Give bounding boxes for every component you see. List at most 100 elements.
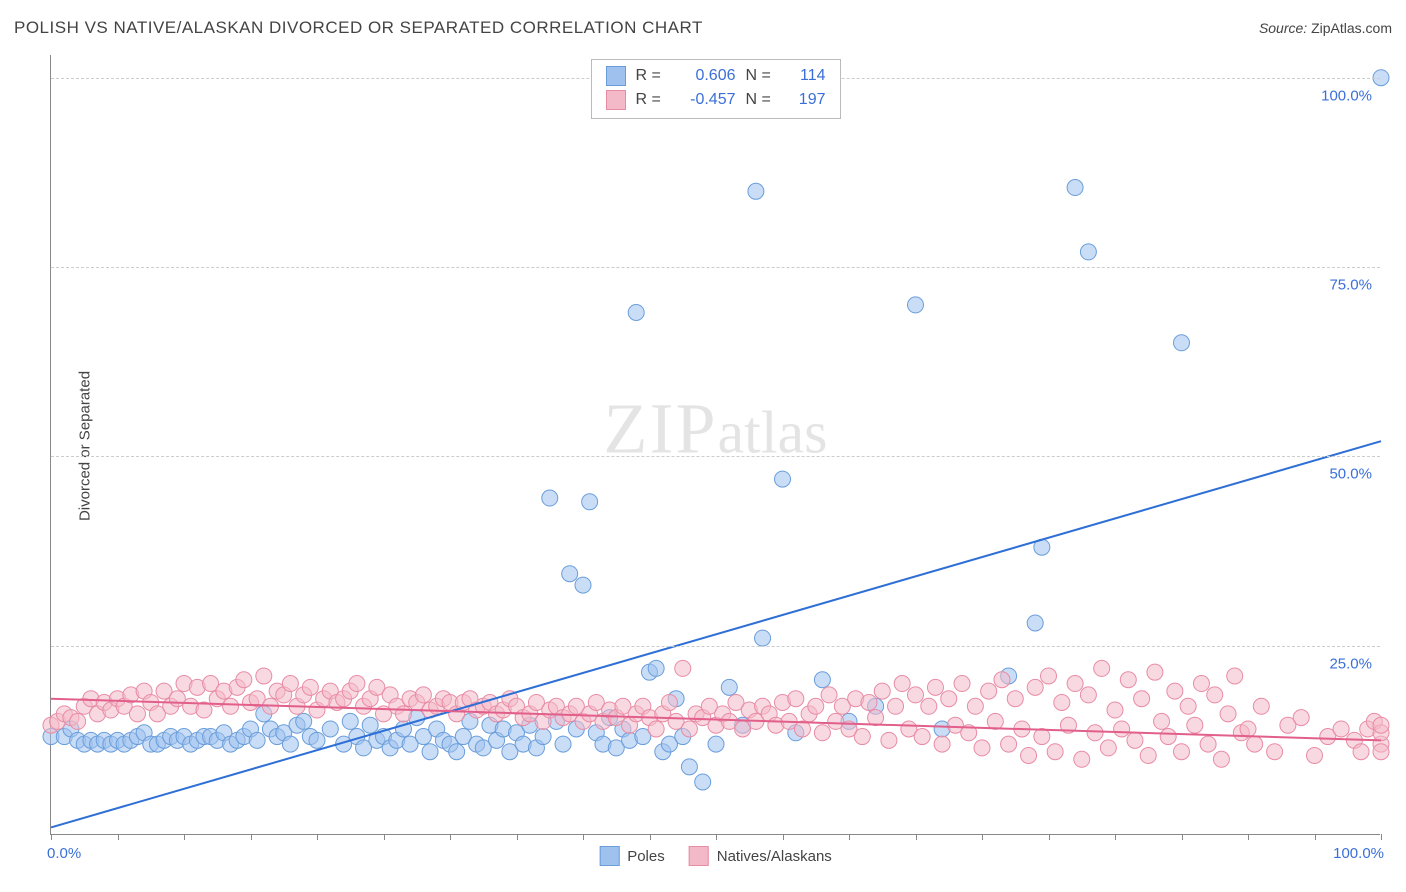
data-point bbox=[1047, 744, 1063, 760]
data-point bbox=[1174, 335, 1190, 351]
data-point bbox=[695, 774, 711, 790]
data-point bbox=[542, 490, 558, 506]
series-legend: Poles Natives/Alaskans bbox=[599, 846, 832, 866]
data-point bbox=[1134, 691, 1150, 707]
data-point bbox=[788, 691, 804, 707]
data-point bbox=[236, 672, 252, 688]
r-value-poles: 0.606 bbox=[676, 64, 736, 88]
data-point bbox=[1307, 747, 1323, 763]
correlation-legend: R = 0.606 N = 114 R = -0.457 N = 197 bbox=[591, 59, 841, 119]
data-point bbox=[1114, 721, 1130, 737]
data-point bbox=[648, 721, 664, 737]
data-point bbox=[814, 725, 830, 741]
data-point bbox=[1034, 729, 1050, 745]
data-point bbox=[1174, 744, 1190, 760]
data-point bbox=[1227, 668, 1243, 684]
data-point bbox=[908, 297, 924, 313]
n-value-poles: 114 bbox=[786, 64, 826, 88]
data-point bbox=[1180, 698, 1196, 714]
data-point bbox=[422, 744, 438, 760]
n-label: N = bbox=[746, 64, 776, 88]
x-axis-min-label: 0.0% bbox=[47, 845, 81, 862]
data-point bbox=[681, 759, 697, 775]
y-tick-label: 50.0% bbox=[1329, 466, 1372, 483]
data-point bbox=[322, 721, 338, 737]
data-point bbox=[1187, 717, 1203, 733]
data-point bbox=[342, 713, 358, 729]
data-point bbox=[954, 676, 970, 692]
data-point bbox=[808, 698, 824, 714]
source-value: ZipAtlas.com bbox=[1311, 20, 1392, 36]
data-point bbox=[1247, 736, 1263, 752]
data-point bbox=[555, 736, 571, 752]
data-point bbox=[1154, 713, 1170, 729]
data-point bbox=[921, 698, 937, 714]
data-point bbox=[894, 676, 910, 692]
data-point bbox=[888, 698, 904, 714]
data-point bbox=[1067, 180, 1083, 196]
data-point bbox=[1293, 710, 1309, 726]
data-point bbox=[881, 732, 897, 748]
data-point bbox=[868, 710, 884, 726]
data-point bbox=[874, 683, 890, 699]
data-point bbox=[575, 577, 591, 593]
data-point bbox=[1240, 721, 1256, 737]
legend-item-natives: Natives/Alaskans bbox=[689, 846, 832, 866]
data-point bbox=[309, 732, 325, 748]
data-point bbox=[562, 566, 578, 582]
n-value-natives: 197 bbox=[786, 88, 826, 112]
data-point bbox=[1373, 717, 1389, 733]
chart-title: POLISH VS NATIVE/ALASKAN DIVORCED OR SEP… bbox=[14, 18, 703, 38]
trend-line bbox=[51, 441, 1381, 827]
data-point bbox=[1027, 615, 1043, 631]
data-point bbox=[755, 630, 771, 646]
data-point bbox=[1333, 721, 1349, 737]
data-point bbox=[1021, 747, 1037, 763]
n-label: N = bbox=[746, 88, 776, 112]
data-point bbox=[395, 706, 411, 722]
data-point bbox=[748, 183, 764, 199]
source-credit: Source: ZipAtlas.com bbox=[1259, 20, 1392, 36]
legend-row-poles: R = 0.606 N = 114 bbox=[606, 64, 826, 88]
data-point bbox=[648, 660, 664, 676]
data-point bbox=[675, 660, 691, 676]
source-label: Source: bbox=[1259, 20, 1307, 36]
data-point bbox=[1160, 729, 1176, 745]
data-point bbox=[1140, 747, 1156, 763]
data-point bbox=[981, 683, 997, 699]
data-point bbox=[934, 736, 950, 752]
data-point bbox=[223, 698, 239, 714]
r-label: R = bbox=[636, 64, 666, 88]
data-point bbox=[1074, 751, 1090, 767]
r-value-natives: -0.457 bbox=[676, 88, 736, 112]
data-point bbox=[1220, 706, 1236, 722]
data-point bbox=[1353, 744, 1369, 760]
data-point bbox=[721, 679, 737, 695]
data-point bbox=[282, 736, 298, 752]
swatch-natives-icon bbox=[689, 846, 709, 866]
data-point bbox=[1041, 668, 1057, 684]
data-point bbox=[282, 676, 298, 692]
chart-plot-area: ZIPatlas R = 0.606 N = 114 R = -0.457 N … bbox=[50, 55, 1380, 835]
data-point bbox=[908, 687, 924, 703]
data-point bbox=[302, 679, 318, 695]
data-point bbox=[256, 668, 272, 684]
data-point bbox=[1120, 672, 1136, 688]
data-point bbox=[814, 672, 830, 688]
swatch-poles bbox=[606, 66, 626, 86]
data-point bbox=[1147, 664, 1163, 680]
data-point bbox=[1080, 244, 1096, 260]
data-point bbox=[535, 729, 551, 745]
scatter-svg-layer bbox=[51, 55, 1380, 834]
swatch-natives bbox=[606, 90, 626, 110]
data-point bbox=[974, 740, 990, 756]
data-point bbox=[861, 694, 877, 710]
data-point bbox=[1100, 740, 1116, 756]
data-point bbox=[349, 676, 365, 692]
data-point bbox=[708, 736, 724, 752]
r-label: R = bbox=[636, 88, 666, 112]
data-point bbox=[1373, 744, 1389, 760]
data-point bbox=[821, 687, 837, 703]
data-point bbox=[582, 494, 598, 510]
legend-row-natives: R = -0.457 N = 197 bbox=[606, 88, 826, 112]
